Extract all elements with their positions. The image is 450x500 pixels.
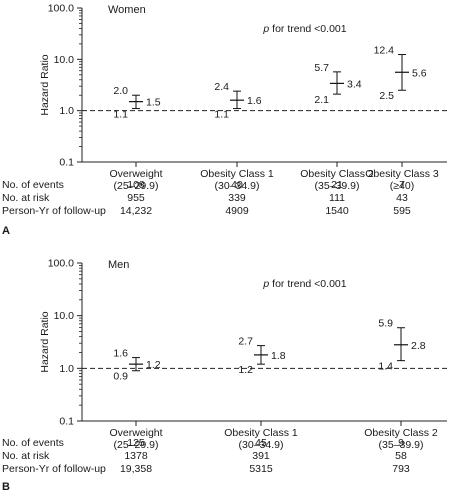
table-cell: 595 bbox=[393, 205, 411, 217]
ci-upper-label: 2.0 bbox=[113, 85, 128, 97]
y-tick-label: 1.0 bbox=[59, 105, 74, 117]
x-category-label: Overweight bbox=[109, 427, 162, 439]
table-cell: 111 bbox=[329, 192, 345, 204]
ci-upper-label: 2.7 bbox=[238, 336, 253, 348]
table-row: Person-Yr of follow-up 19,358 5315 793 bbox=[0, 463, 450, 476]
ci-upper-label: 5.7 bbox=[314, 62, 329, 74]
p-trend-annotation: p for trend <0.001 bbox=[262, 278, 346, 290]
ci-lower-label: 1.1 bbox=[113, 109, 128, 121]
table-cell: 793 bbox=[392, 463, 410, 475]
table-cell: 4909 bbox=[225, 205, 249, 217]
table-cell: 9 bbox=[398, 437, 404, 449]
x-category-range: (25–29.9) bbox=[114, 180, 159, 192]
table-cell: 391 bbox=[252, 450, 270, 462]
y-axis-label: Hazard Ratio bbox=[39, 311, 51, 372]
y-tick-label: 0.1 bbox=[59, 416, 74, 428]
table-row: No. at risk 955 339 111 43 bbox=[0, 192, 450, 205]
panel-letter: A bbox=[2, 225, 10, 237]
hazard-ratio-label: 2.8 bbox=[411, 340, 426, 352]
table-cell: 40 bbox=[231, 179, 243, 191]
table-cell: 19,358 bbox=[119, 463, 153, 475]
hazard-ratio-label: 3.4 bbox=[347, 78, 362, 90]
hazard-ratio-label: 1.8 bbox=[271, 350, 286, 362]
x-category-label: Obesity Class 1 bbox=[200, 168, 274, 180]
y-tick-label: 1.0 bbox=[59, 363, 74, 375]
table-row-label: Person-Yr of follow-up bbox=[2, 463, 106, 475]
ci-upper-label: 5.9 bbox=[378, 318, 393, 330]
y-tick-label: 100.0 bbox=[48, 258, 74, 270]
x-category-label: Obesity Class 3 bbox=[365, 168, 439, 180]
table-row-label: No. of events bbox=[2, 179, 64, 191]
table-cell: 45 bbox=[255, 437, 267, 449]
table-cell: 21 bbox=[331, 179, 343, 191]
table-row-label: No. at risk bbox=[2, 192, 50, 204]
y-tick-label: 0.1 bbox=[59, 157, 74, 169]
table-cell: 339 bbox=[228, 192, 246, 204]
table-cell: 108 bbox=[127, 179, 145, 191]
table-cell: 5315 bbox=[249, 463, 273, 475]
x-category-range: (35–39.9) bbox=[315, 180, 360, 192]
table-row-label: No. at risk bbox=[2, 450, 50, 462]
x-category-range: (25–29.9) bbox=[114, 439, 159, 451]
table-cell: 7 bbox=[399, 179, 405, 191]
table-row: Person-Yr of follow-up 14,232 4909 1540 595 bbox=[0, 205, 450, 218]
ci-upper-label: 12.4 bbox=[374, 45, 395, 57]
chart-panel-b: 0.1 1.0 10.0 100.0 Hazard Ratio Men p for tren… bbox=[39, 258, 447, 451]
table-row: No. of events 125 45 9 bbox=[0, 437, 450, 450]
x-category-label: Obesity Class 2 bbox=[364, 427, 438, 439]
p-trend-annotation: p for trend <0.001 bbox=[262, 23, 346, 35]
group-label: Women bbox=[108, 4, 146, 16]
table-row: No. at risk 1378 391 58 bbox=[0, 450, 450, 463]
x-category-range: (30–34.9) bbox=[239, 439, 284, 451]
hazard-ratio-label: 1.6 bbox=[247, 95, 262, 107]
ci-upper-label: 1.6 bbox=[113, 348, 128, 360]
table-cell: 955 bbox=[127, 192, 145, 204]
table-cell: 58 bbox=[395, 450, 407, 462]
y-tick-label: 10.0 bbox=[54, 54, 75, 66]
table-row-label: No. of events bbox=[2, 437, 64, 449]
hazard-ratio-label: 5.6 bbox=[412, 67, 427, 79]
table-cell: 125 bbox=[127, 437, 145, 449]
x-category-range: (30–34.9) bbox=[215, 180, 260, 192]
ci-lower-label: 1.4 bbox=[378, 361, 393, 373]
ci-lower-label: 0.9 bbox=[113, 371, 128, 383]
group-label: Men bbox=[108, 259, 129, 271]
table-cell: 1378 bbox=[124, 450, 148, 462]
ci-upper-label: 2.4 bbox=[214, 81, 229, 93]
table-cell: 43 bbox=[396, 192, 408, 204]
table-row: No. of events 108 40 21 7 bbox=[0, 179, 450, 192]
y-axis-label: Hazard Ratio bbox=[39, 54, 51, 115]
ci-lower-label: 1.2 bbox=[238, 364, 253, 376]
x-category-label: Obesity Class 2 bbox=[300, 168, 374, 180]
x-category-label: Obesity Class 1 bbox=[224, 427, 298, 439]
table-cell: 1540 bbox=[325, 205, 349, 217]
y-tick-label: 10.0 bbox=[54, 310, 75, 322]
ci-lower-label: 1.1 bbox=[214, 109, 229, 121]
table-row-label: Person-Yr of follow-up bbox=[2, 205, 106, 217]
x-category-range: (35–39.9) bbox=[379, 439, 424, 451]
hazard-ratio-label: 1.5 bbox=[146, 97, 161, 109]
panel-letter: B bbox=[2, 481, 10, 493]
chart-panel-a: 0.1 1.0 10.0 100.0 Hazard Ratio Women p for tr… bbox=[39, 3, 447, 192]
x-category-label: Overweight bbox=[109, 168, 162, 180]
ci-lower-label: 2.5 bbox=[379, 90, 394, 102]
table-cell: 14,232 bbox=[119, 205, 153, 217]
hazard-ratio-label: 1.2 bbox=[146, 359, 161, 371]
y-tick-label: 100.0 bbox=[48, 3, 74, 15]
ci-lower-label: 2.1 bbox=[314, 94, 329, 106]
x-category-range: (≥40) bbox=[390, 180, 414, 192]
